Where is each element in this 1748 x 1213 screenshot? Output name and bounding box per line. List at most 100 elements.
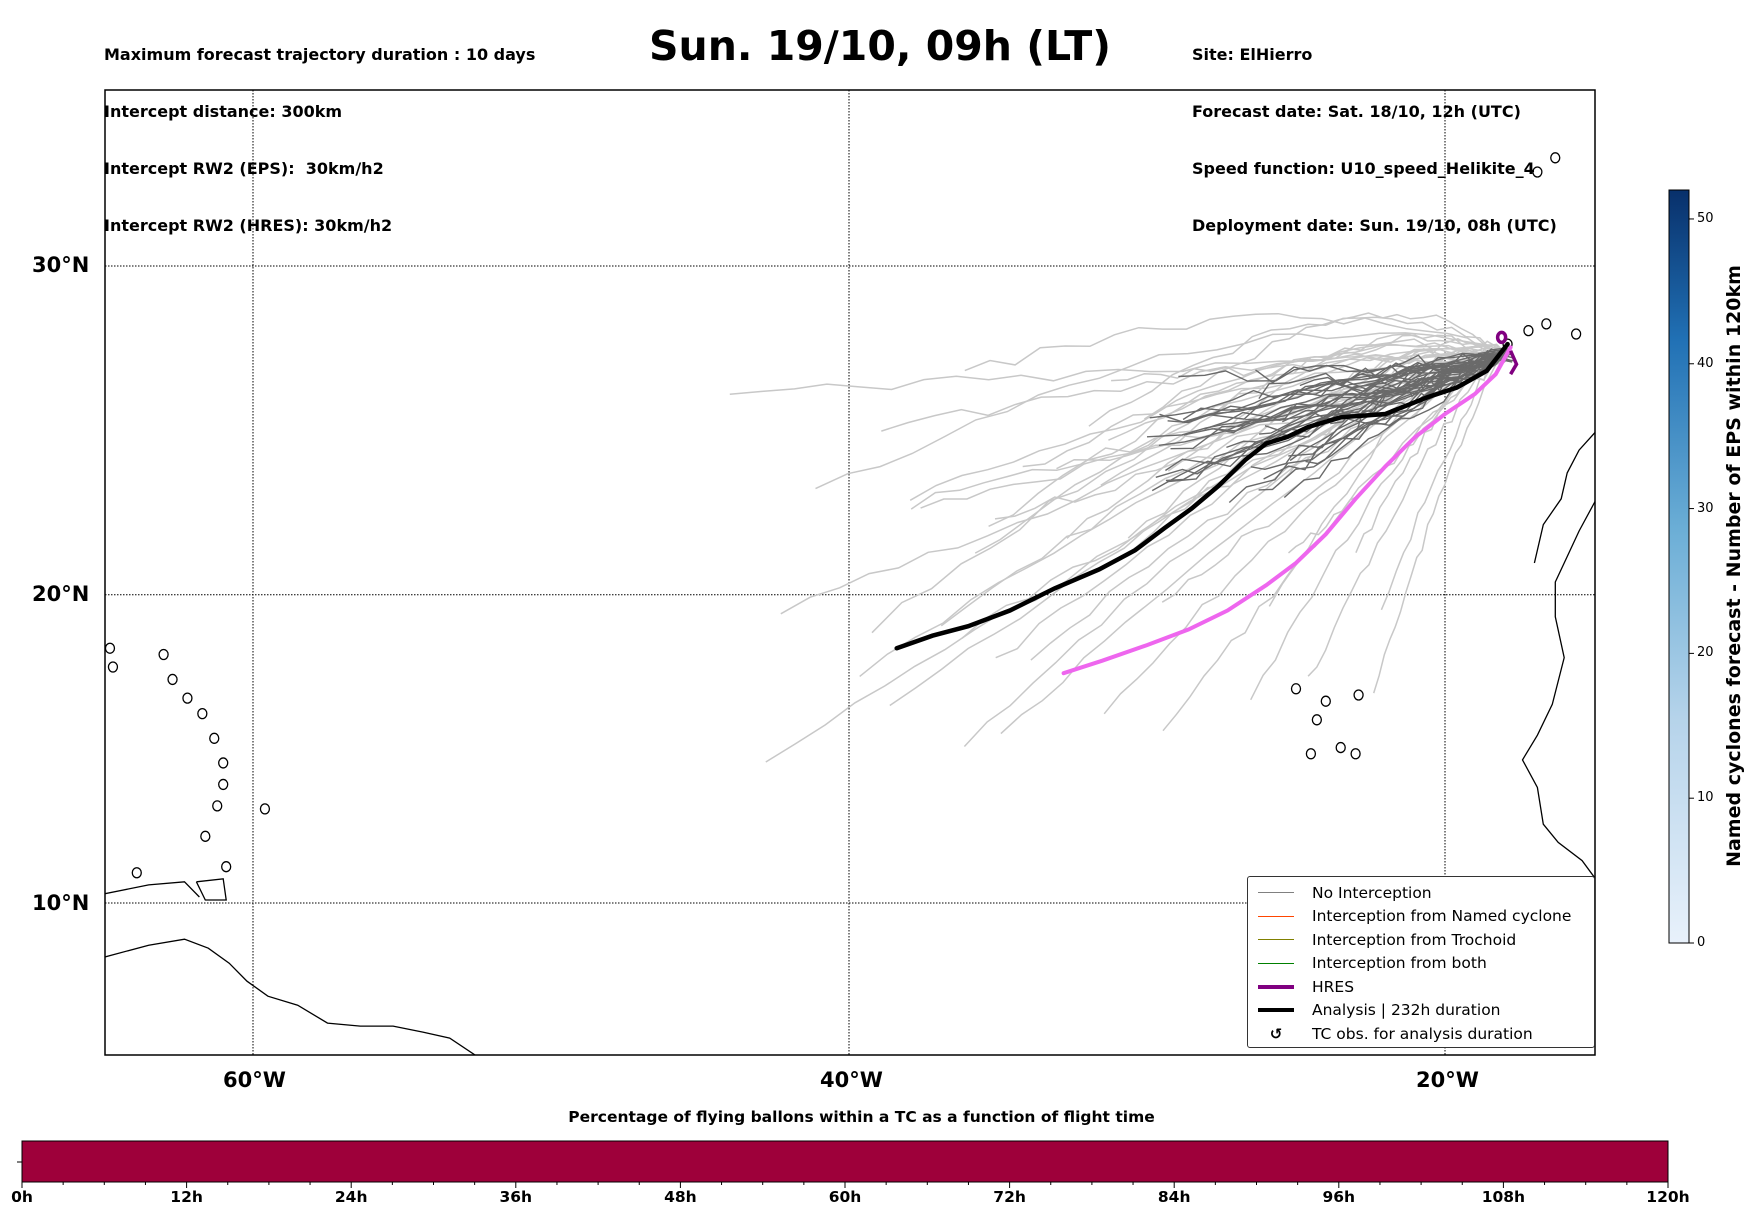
coastline bbox=[105, 938, 477, 1055]
legend-swatch-no-interception bbox=[1258, 892, 1294, 894]
ensemble-track-early bbox=[1182, 355, 1514, 421]
legend-label: Analysis | 232h duration bbox=[1312, 1001, 1501, 1020]
island bbox=[200, 830, 211, 842]
colorbar-ticks bbox=[1689, 218, 1694, 944]
ensemble-track-early bbox=[1178, 352, 1503, 382]
bar-tick-label: 96h bbox=[1322, 1188, 1356, 1206]
ensemble-track bbox=[1167, 334, 1509, 472]
legend-label: Interception from both bbox=[1312, 954, 1487, 973]
ensemble-track bbox=[871, 347, 1508, 634]
legend-swatch-analysis bbox=[1258, 1008, 1294, 1013]
header-deployment-date: Deployment date: Sun. 19/10, 08h (UTC) bbox=[1192, 216, 1557, 235]
coastline bbox=[1533, 431, 1595, 564]
island bbox=[218, 778, 229, 791]
coastline bbox=[195, 878, 227, 901]
hres-start-loop bbox=[1495, 330, 1508, 345]
island bbox=[1305, 748, 1317, 760]
analysis-track bbox=[894, 341, 1510, 651]
lat-tick-30n: 30°N bbox=[32, 253, 90, 277]
island bbox=[158, 648, 169, 661]
island bbox=[131, 867, 142, 879]
legend-item-no-interception: No Interception bbox=[1254, 881, 1588, 905]
island bbox=[212, 800, 223, 812]
colorbar bbox=[1668, 189, 1690, 944]
ensemble-track bbox=[964, 312, 1508, 372]
island bbox=[105, 642, 116, 654]
percentage-bar bbox=[21, 1140, 1669, 1183]
legend-item-hres: HRES bbox=[1254, 975, 1588, 999]
legend-label: Interception from Named cyclone bbox=[1312, 907, 1572, 926]
header-right-info: Site: ElHierro Forecast date: Sat. 18/10… bbox=[1192, 7, 1557, 254]
percentage-bar-ticks bbox=[21, 1182, 1669, 1188]
header-site: Site: ElHierro bbox=[1192, 45, 1313, 64]
ensemble-track-early bbox=[1209, 347, 1504, 416]
ensemble-track bbox=[1100, 333, 1508, 486]
island bbox=[1523, 324, 1534, 337]
legend-item-analysis: Analysis | 232h duration bbox=[1254, 999, 1588, 1023]
percentage-bar-title: Percentage of flying ballons within a TC… bbox=[568, 1108, 1155, 1126]
ensemble-track bbox=[765, 351, 1508, 763]
island bbox=[1311, 714, 1323, 726]
legend-item-both: Interception from both bbox=[1254, 952, 1588, 976]
coastlines bbox=[105, 152, 1640, 1055]
bar-tick-label: 24h bbox=[334, 1188, 368, 1206]
island bbox=[197, 707, 208, 720]
bar-tick-label: 12h bbox=[170, 1188, 203, 1206]
legend-swatch-named-cyclone bbox=[1258, 915, 1294, 917]
island bbox=[221, 861, 232, 873]
ensemble-track-early bbox=[1167, 354, 1512, 424]
ensemble-track-early bbox=[1283, 357, 1503, 499]
island bbox=[259, 803, 271, 815]
legend-label: TC obs. for analysis duration bbox=[1312, 1024, 1533, 1043]
legend-label: No Interception bbox=[1312, 883, 1432, 902]
island bbox=[218, 757, 229, 769]
lat-tick-20n: 20°N bbox=[32, 582, 90, 606]
island bbox=[1541, 318, 1552, 330]
coastline bbox=[1521, 500, 1595, 880]
header-max-duration: Maximum forecast trajectory duration : 1… bbox=[104, 45, 536, 64]
main-tracks bbox=[894, 330, 1519, 676]
island bbox=[1335, 741, 1346, 754]
tc-symbol-icon: ↺ bbox=[1269, 1024, 1283, 1043]
ensemble-track bbox=[1000, 348, 1508, 735]
ensemble-track bbox=[1088, 316, 1508, 427]
island bbox=[107, 661, 119, 673]
header-speed-function: Speed function: U10_speed_Helikite_4 bbox=[1192, 159, 1535, 178]
map-legend: No Interception Interception from Named … bbox=[1247, 876, 1595, 1048]
map-frame bbox=[104, 89, 1596, 1056]
hres-track bbox=[1061, 345, 1513, 676]
coastline bbox=[105, 881, 200, 898]
legend-label: HRES bbox=[1312, 977, 1355, 996]
colorbar-tick-label: 10 bbox=[1697, 790, 1714, 806]
island bbox=[1532, 166, 1543, 178]
island bbox=[182, 692, 193, 704]
ensemble-track-early bbox=[1264, 352, 1503, 433]
ensemble-track bbox=[974, 344, 1508, 554]
island bbox=[1550, 152, 1561, 164]
bar-tick-label: 60h bbox=[828, 1188, 862, 1206]
ensemble-track-early bbox=[1263, 346, 1512, 480]
island bbox=[1353, 689, 1364, 701]
island bbox=[1631, 295, 1640, 305]
ensemble-track bbox=[1022, 342, 1508, 468]
island bbox=[1290, 683, 1302, 695]
island bbox=[167, 673, 178, 686]
lat-tick-10n: 10°N bbox=[32, 891, 90, 915]
legend-item-named-cyclone: Interception from Named cyclone bbox=[1254, 905, 1588, 929]
lon-tick-20w: 20°W bbox=[1416, 1068, 1479, 1092]
bar-tick-label: 72h bbox=[993, 1188, 1026, 1206]
bar-tick-label: 0h bbox=[11, 1188, 33, 1206]
legend-swatch-trochoid bbox=[1258, 939, 1294, 941]
page-title: Sun. 19/10, 09h (LT) bbox=[649, 22, 1111, 70]
legend-swatch-hres bbox=[1258, 984, 1294, 989]
header-forecast-date: Forecast date: Sat. 18/10, 12h (UTC) bbox=[1192, 102, 1521, 121]
ensemble-track-early bbox=[1151, 354, 1503, 492]
legend-item-trochoid: Interception from Trochoid bbox=[1254, 928, 1588, 952]
bar-tick-label: 120h bbox=[1646, 1188, 1690, 1206]
island bbox=[1619, 316, 1628, 326]
lon-tick-60w: 60°W bbox=[223, 1068, 286, 1092]
colorbar-title: Named cyclones forecast - Number of EPS … bbox=[1723, 265, 1745, 867]
colorbar-tick-label: 30 bbox=[1697, 500, 1714, 516]
lon-tick-40w: 40°W bbox=[820, 1068, 883, 1092]
header-left-info: Maximum forecast trajectory duration : 1… bbox=[104, 7, 535, 254]
